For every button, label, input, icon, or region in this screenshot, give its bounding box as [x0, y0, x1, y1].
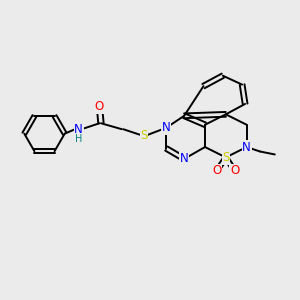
Text: N: N [74, 123, 83, 136]
Text: S: S [222, 151, 230, 164]
Text: H: H [75, 134, 82, 144]
Text: N: N [162, 121, 171, 134]
Text: N: N [242, 140, 251, 154]
Text: O: O [95, 100, 104, 113]
Text: S: S [140, 129, 148, 142]
Text: N: N [180, 152, 189, 165]
Text: O: O [230, 164, 239, 177]
Text: O: O [212, 164, 221, 177]
